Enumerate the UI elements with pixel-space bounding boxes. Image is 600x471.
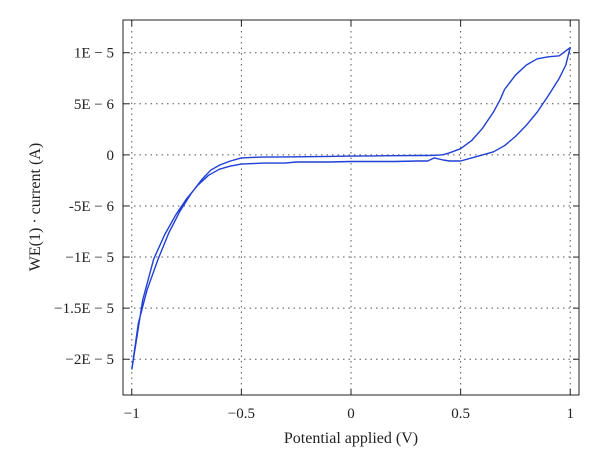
- x-axis-label: Potential applied (V): [284, 430, 418, 447]
- y-tick-label: 1E − 5: [74, 46, 114, 62]
- x-tick-label: −1: [124, 406, 140, 422]
- x-tick-label: 0.5: [451, 406, 470, 422]
- y-axis-label: WE(1) · current (A): [27, 143, 44, 271]
- x-ticks: −1 −0.5 0 0.5 1: [124, 20, 574, 422]
- cv-curve: [131, 46, 571, 370]
- y-ticks: 1E − 5 5E − 6 0 -5E − 6 −1E − 5 −1.5E − 5 −2E …: [54, 46, 579, 368]
- y-tick-label: −1E − 5: [65, 250, 114, 266]
- y-tick-label: −2E − 5: [65, 352, 114, 368]
- y-tick-label: −1.5E − 5: [54, 301, 114, 317]
- y-tick-label: -5E − 6: [69, 199, 115, 215]
- grid-lines: [123, 20, 579, 395]
- y-tick-label: 0: [107, 148, 115, 164]
- x-tick-label: −0.5: [228, 406, 255, 422]
- x-tick-label: 0: [347, 406, 355, 422]
- x-tick-label: 1: [566, 406, 574, 422]
- y-tick-label: 5E − 6: [74, 97, 115, 113]
